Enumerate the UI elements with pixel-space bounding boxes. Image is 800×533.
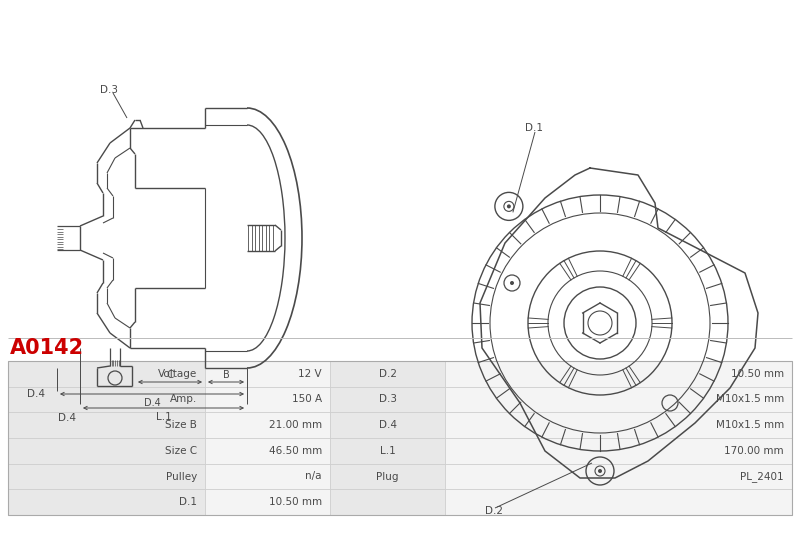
Text: D.2: D.2 — [378, 369, 397, 379]
Text: D.4: D.4 — [27, 389, 45, 399]
Text: Plug: Plug — [376, 472, 398, 481]
Bar — [330, 413, 445, 438]
Bar — [8, 489, 205, 515]
Text: Size C: Size C — [165, 446, 197, 456]
Text: C: C — [166, 370, 174, 380]
Circle shape — [598, 469, 602, 473]
Text: D.1: D.1 — [525, 123, 543, 133]
Text: 170.00 mm: 170.00 mm — [724, 446, 784, 456]
Text: L.1: L.1 — [380, 446, 395, 456]
Text: 46.50 mm: 46.50 mm — [269, 446, 322, 456]
Bar — [445, 464, 792, 489]
Text: B: B — [222, 370, 230, 380]
Bar — [205, 386, 330, 413]
Text: D.4: D.4 — [378, 420, 397, 430]
Circle shape — [507, 204, 511, 208]
Bar — [445, 438, 792, 464]
Bar — [445, 489, 792, 515]
Bar — [8, 386, 205, 413]
Bar — [8, 464, 205, 489]
Text: 12 V: 12 V — [298, 369, 322, 379]
Text: 10.50 mm: 10.50 mm — [731, 369, 784, 379]
Bar — [445, 386, 792, 413]
Text: Voltage: Voltage — [158, 369, 197, 379]
Text: 10.50 mm: 10.50 mm — [269, 497, 322, 507]
Text: M10x1.5 mm: M10x1.5 mm — [716, 394, 784, 405]
Bar — [8, 438, 205, 464]
Bar — [330, 464, 445, 489]
Bar — [330, 361, 445, 386]
Bar — [445, 413, 792, 438]
Text: M10x1.5 mm: M10x1.5 mm — [716, 420, 784, 430]
Text: 21.00 mm: 21.00 mm — [269, 420, 322, 430]
Text: D.1: D.1 — [179, 497, 197, 507]
Text: PL_2401: PL_2401 — [740, 471, 784, 482]
Bar — [330, 386, 445, 413]
Circle shape — [510, 281, 514, 285]
Text: D.4: D.4 — [144, 398, 160, 408]
Bar — [205, 361, 330, 386]
Bar — [205, 413, 330, 438]
Bar — [205, 438, 330, 464]
Bar — [8, 361, 792, 515]
Bar — [330, 438, 445, 464]
Text: D.2: D.2 — [485, 506, 503, 516]
Bar — [205, 464, 330, 489]
Text: D.3: D.3 — [100, 85, 118, 95]
Text: A0142: A0142 — [10, 338, 84, 358]
Text: D.3: D.3 — [378, 394, 397, 405]
Text: Size B: Size B — [165, 420, 197, 430]
Text: 150 A: 150 A — [292, 394, 322, 405]
Bar — [8, 361, 205, 386]
Text: Amp.: Amp. — [170, 394, 197, 405]
Text: L.1: L.1 — [156, 412, 171, 422]
Text: D.4: D.4 — [58, 413, 76, 423]
Text: Pulley: Pulley — [166, 472, 197, 481]
Bar — [330, 489, 445, 515]
Bar — [8, 413, 205, 438]
Text: n/a: n/a — [306, 472, 322, 481]
Bar — [445, 361, 792, 386]
Bar — [205, 489, 330, 515]
